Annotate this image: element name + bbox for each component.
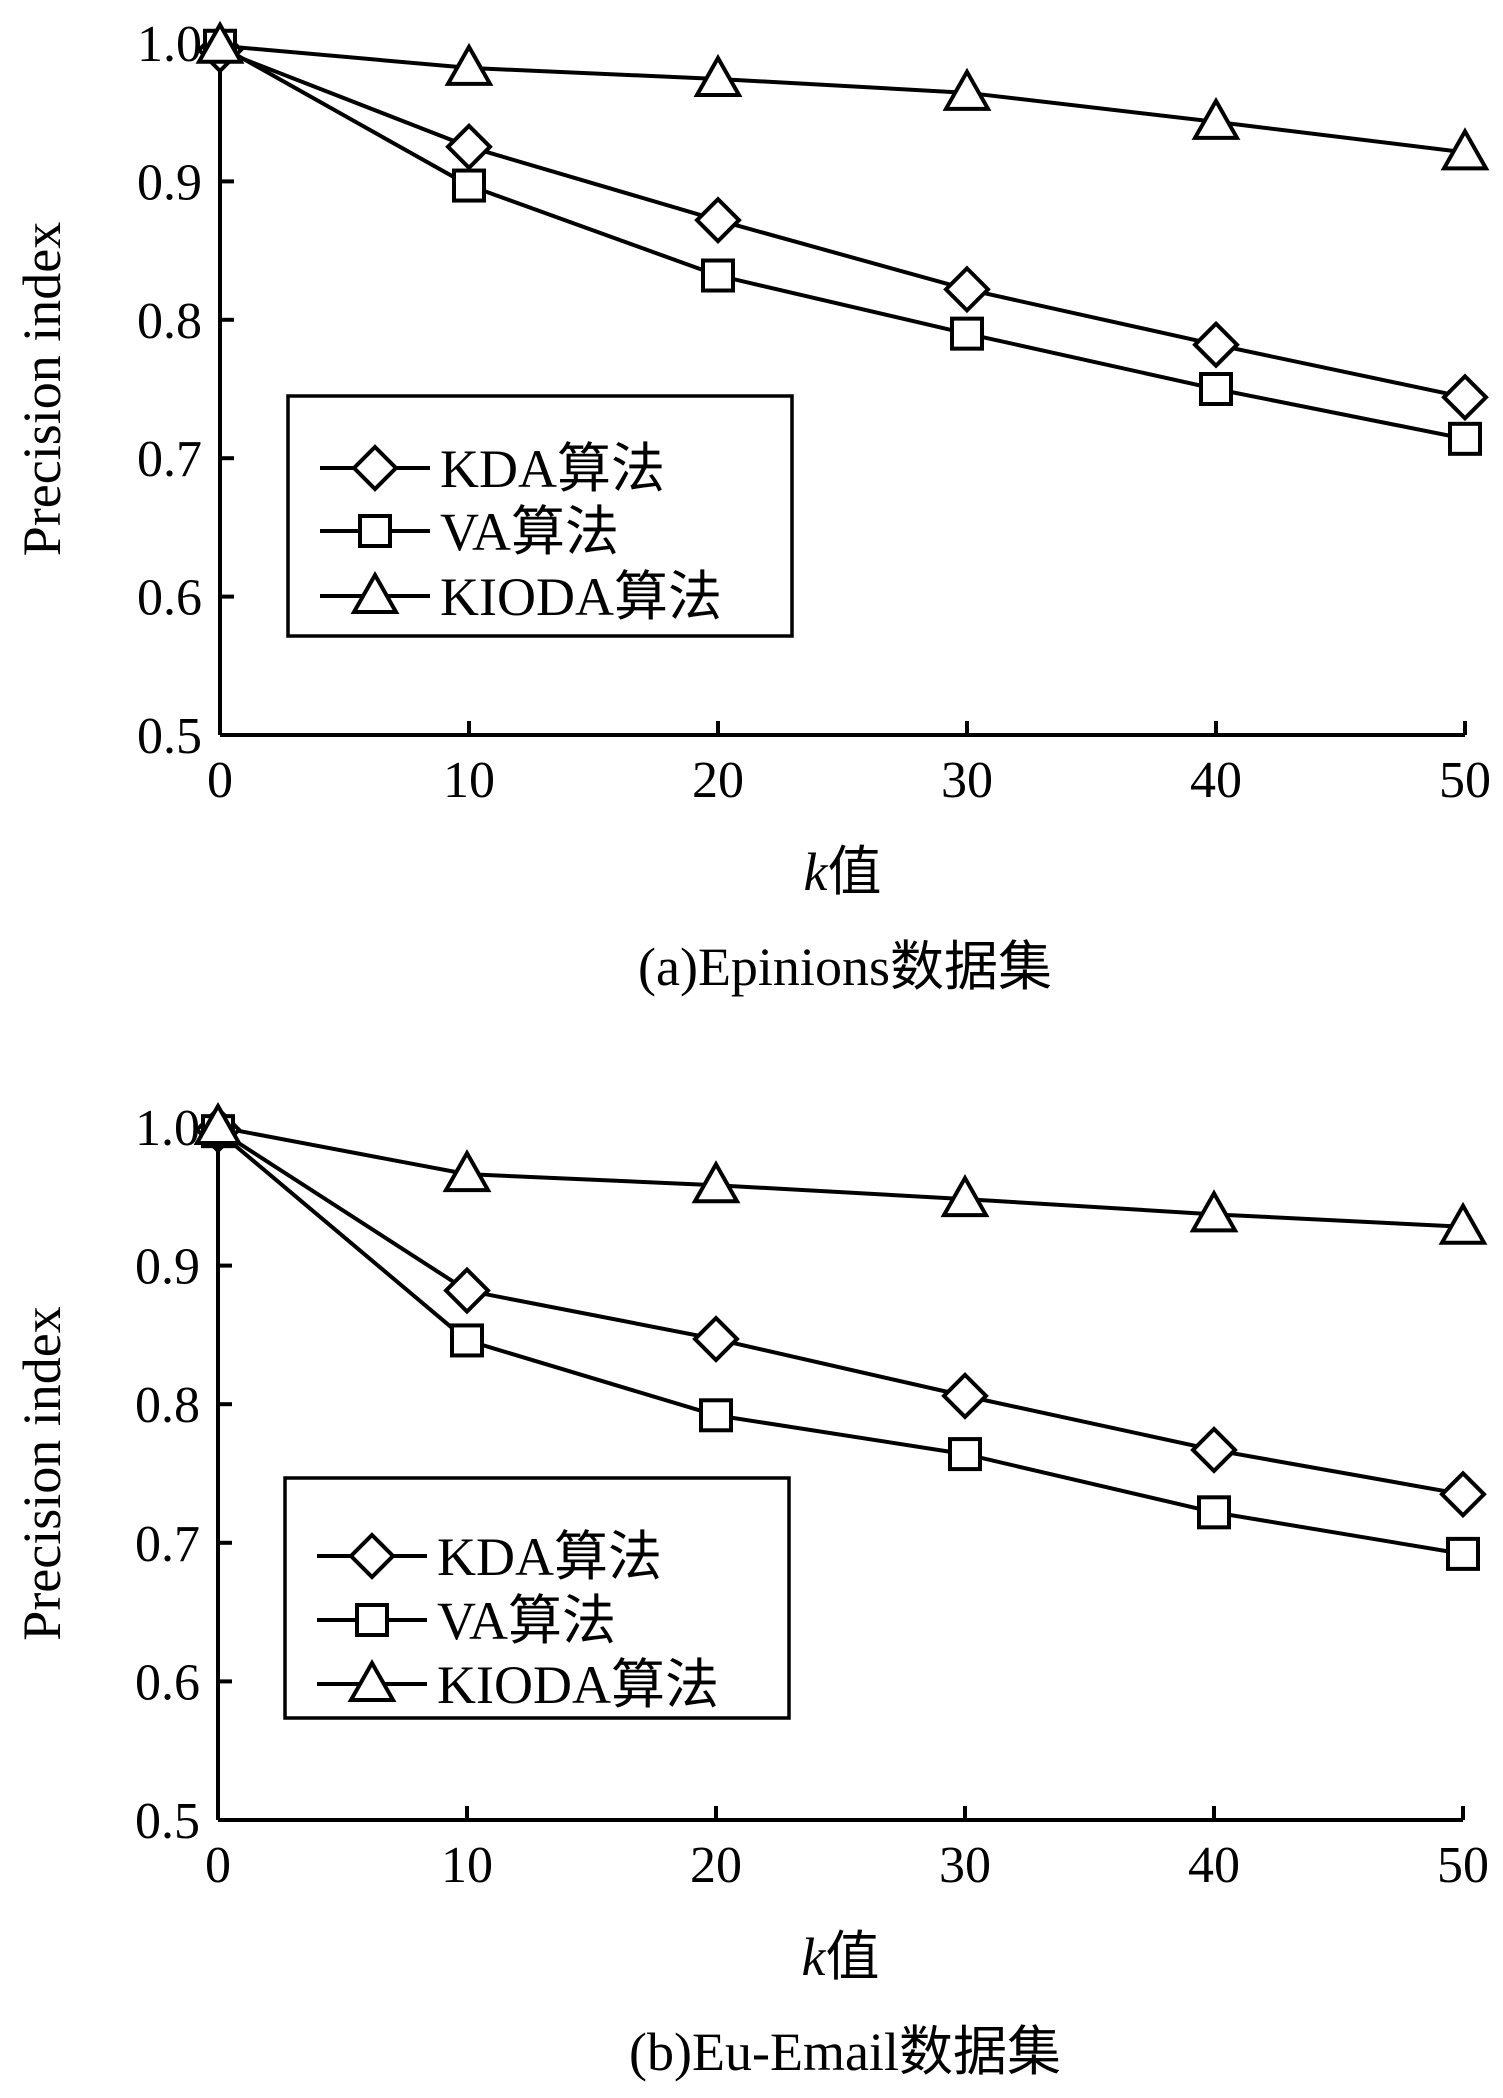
y-tick-label: 1.0 [135, 1100, 200, 1157]
data-point-diamond [943, 265, 991, 314]
x-axis-title-rest: 值 [827, 842, 881, 902]
y-tick-label: 1.0 [137, 16, 202, 73]
x-tick-label: 10 [443, 752, 495, 809]
y-tick-label: 0.9 [137, 154, 202, 211]
legend-marker-diamond [348, 1532, 396, 1580]
data-point-square [1199, 372, 1233, 406]
y-tick-label: 0.6 [135, 1654, 200, 1711]
data-point-diamond [941, 1372, 989, 1420]
series-line-diamond [219, 48, 1466, 400]
x-axis-title: k值 [804, 842, 882, 902]
series-line-square [216, 1129, 1464, 1556]
x-tick-label: 40 [1188, 1837, 1240, 1894]
y-tick-label: 0.5 [137, 708, 202, 765]
data-point-diamond [1192, 320, 1240, 369]
data-point-triangle [195, 20, 245, 64]
legend-marker-square [355, 1603, 389, 1637]
y-tick-label: 0.6 [137, 570, 202, 627]
y-tick-label: 0.9 [135, 1239, 200, 1296]
series-line-diamond [216, 1128, 1464, 1497]
x-tick-label: 50 [1439, 752, 1491, 809]
x-axis-title-italic: k [802, 1927, 827, 1987]
y-axis-title: Precision index [12, 1306, 72, 1640]
x-axis-title-rest: 值 [825, 1927, 879, 1987]
x-axis-title-italic: k [804, 842, 829, 902]
chart-b: 0.5 0.6 0.7 0.8 0.9 1.0 0 10 20 30 40 50 Precision i… [12, 1100, 1489, 2082]
data-point-triangle [1438, 1201, 1488, 1245]
series-line-square [219, 44, 1466, 441]
x-tick-label: 30 [941, 752, 993, 809]
data-point-triangle [1440, 127, 1490, 171]
data-point-square [699, 1398, 733, 1433]
data-point-triangle [193, 1101, 243, 1145]
data-point-triangle [444, 42, 494, 86]
data-point-diamond [1439, 1470, 1487, 1519]
x-tick-label: 0 [207, 752, 233, 809]
legend-label: KIODA算法 [437, 1655, 719, 1715]
data-point-triangle [940, 1174, 990, 1218]
y-tick-label: 0.7 [135, 1516, 200, 1573]
x-axis-title: k值 [802, 1927, 880, 1987]
data-point-square [452, 168, 486, 203]
legend-marker-square [358, 514, 392, 548]
data-point-diamond [1190, 1426, 1238, 1474]
data-point-square [450, 1323, 484, 1358]
legend-label: VA算法 [440, 502, 619, 562]
data-point-triangle [691, 1160, 741, 1204]
data-point-diamond [1441, 373, 1489, 422]
series-line-triangle [217, 1125, 1464, 1229]
x-tick-label: 0 [205, 1837, 231, 1894]
y-axis-title: Precision index [12, 222, 72, 556]
series-line-triangle [219, 43, 1466, 155]
legend-marker-triangle [347, 1658, 397, 1702]
data-point-diamond [445, 122, 493, 171]
x-tick-label: 50 [1437, 1837, 1489, 1894]
data-point-triangle [1189, 1189, 1239, 1233]
data-point-diamond [694, 196, 742, 244]
legend-label: KIODA算法 [440, 567, 722, 627]
y-tick-label: 0.7 [137, 431, 202, 488]
data-point-square [948, 1437, 982, 1472]
data-point-square [701, 258, 735, 293]
x-tick-label: 20 [692, 752, 744, 809]
x-tick-label: 20 [690, 1837, 742, 1894]
legend-marker-triangle [350, 570, 400, 614]
data-point-diamond [692, 1315, 740, 1363]
data-point-triangle [1191, 96, 1241, 140]
x-tick-label: 40 [1190, 752, 1242, 809]
legend-marker-diamond [351, 444, 399, 492]
data-point-square [950, 316, 984, 351]
legend-label: KDA算法 [437, 1527, 662, 1587]
chart-caption: (a)Epinions数据集 [638, 937, 1052, 997]
legend-label: KDA算法 [440, 439, 665, 499]
x-tick-label: 30 [939, 1837, 991, 1894]
data-point-triangle [693, 53, 743, 97]
data-point-square [1448, 421, 1482, 456]
chart-a: 0.5 0.6 0.7 0.8 0.9 1.0 0 10 20 30 40 50 Precision i… [12, 16, 1491, 997]
data-point-triangle [942, 67, 992, 111]
data-point-square [1446, 1536, 1480, 1571]
data-point-triangle [442, 1149, 492, 1193]
data-point-square [1197, 1495, 1231, 1530]
data-point-diamond [443, 1266, 491, 1315]
x-tick-label: 10 [441, 1837, 493, 1894]
y-tick-label: 0.5 [135, 1793, 200, 1850]
legend-label: VA算法 [437, 1591, 616, 1651]
chart-caption: (b)Eu-Email数据集 [629, 2022, 1061, 2082]
y-tick-label: 0.8 [135, 1377, 200, 1434]
y-tick-label: 0.8 [137, 293, 202, 350]
